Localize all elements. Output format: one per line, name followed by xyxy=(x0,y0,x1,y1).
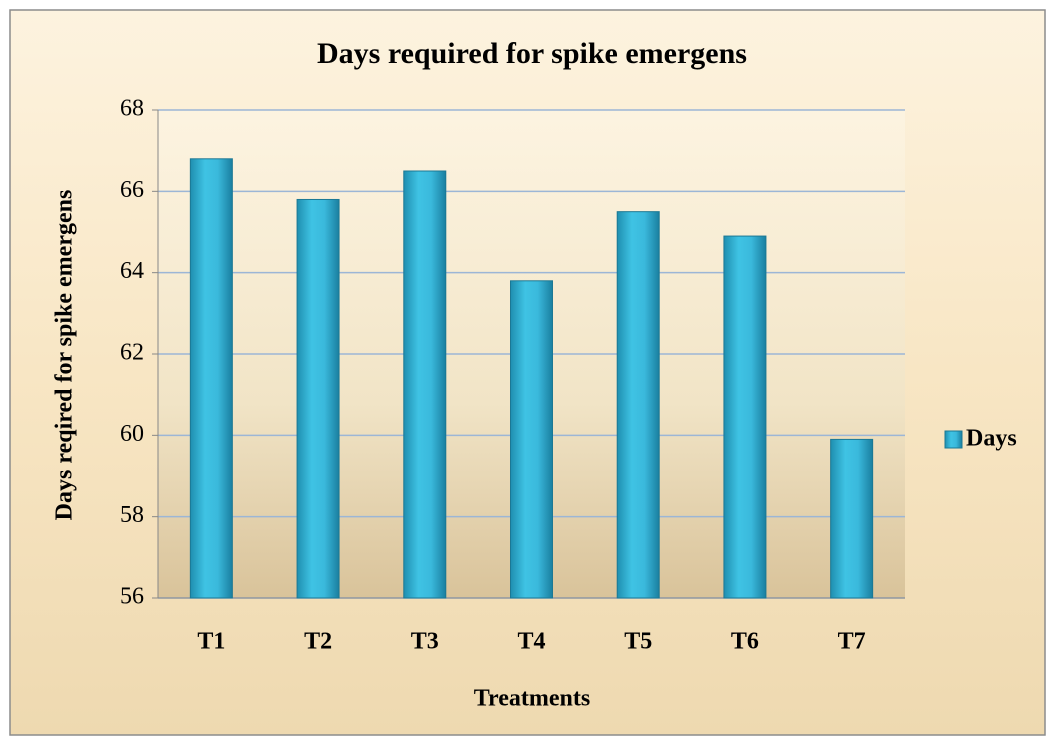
bar xyxy=(616,211,660,599)
x-tick-label: T7 xyxy=(838,629,866,655)
bar xyxy=(830,438,874,599)
y-tick-label: 68 xyxy=(120,96,144,122)
chart-title: Days required for spike emergens xyxy=(317,37,747,70)
x-tick-label: T2 xyxy=(304,629,332,655)
y-tick-label: 62 xyxy=(120,340,144,366)
x-tick-label: T6 xyxy=(731,629,759,655)
y-tick-label: 60 xyxy=(120,421,144,447)
y-tick-label: 56 xyxy=(120,584,144,610)
y-tick-label: 66 xyxy=(120,177,144,203)
bar xyxy=(296,198,340,599)
legend-label: Days xyxy=(966,426,1017,452)
legend-swatch xyxy=(944,430,963,449)
x-tick-label: T5 xyxy=(624,629,652,655)
x-tick-label: T4 xyxy=(517,629,545,655)
bar xyxy=(723,235,767,599)
bar xyxy=(189,158,233,599)
y-tick-label: 64 xyxy=(120,258,144,284)
x-tick-label: T1 xyxy=(197,629,225,655)
x-tick-label: T3 xyxy=(411,629,439,655)
bar xyxy=(510,280,553,599)
y-tick-label: 58 xyxy=(120,502,144,528)
y-axis-label: Days reqired for spike emergens xyxy=(52,190,78,521)
bar xyxy=(403,170,447,599)
x-axis-label: Treatments xyxy=(474,686,590,712)
